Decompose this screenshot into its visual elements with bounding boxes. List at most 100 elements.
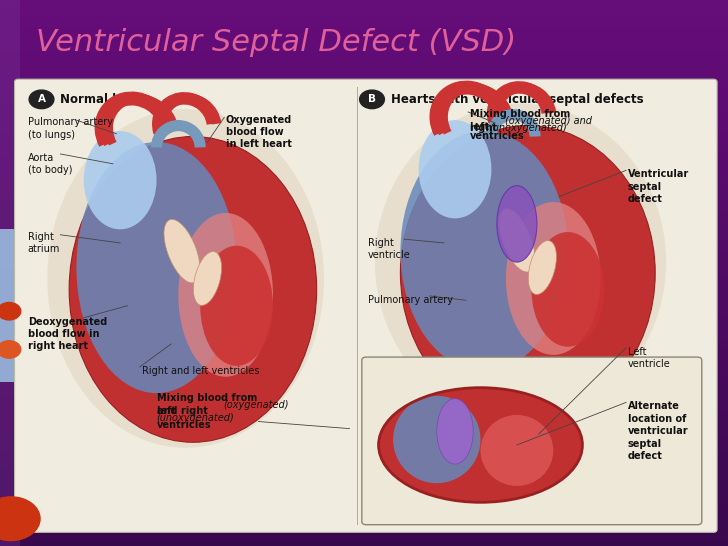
Bar: [0, 358, 728, 360]
Text: and right: and right: [157, 406, 207, 416]
Circle shape: [29, 90, 54, 109]
Bar: [0, 63, 728, 66]
Bar: [0, 450, 728, 453]
Text: ventricles: ventricles: [470, 131, 524, 141]
Ellipse shape: [200, 246, 273, 366]
Ellipse shape: [69, 136, 317, 442]
Bar: [0, 278, 728, 281]
Bar: [0, 366, 728, 369]
Bar: [0, 87, 728, 90]
Bar: [0, 251, 728, 254]
Bar: [0, 423, 728, 426]
Text: (unoxygenated): (unoxygenated): [489, 123, 567, 133]
Bar: [0, 49, 728, 52]
Bar: [0, 352, 728, 355]
Bar: [0, 55, 728, 57]
Bar: [0, 478, 728, 480]
Bar: [0, 5, 728, 8]
Ellipse shape: [529, 241, 556, 294]
Bar: [0, 85, 728, 87]
Bar: [0, 131, 728, 134]
Bar: [0, 347, 728, 349]
Bar: [0, 8, 728, 11]
Bar: [0, 390, 728, 393]
Ellipse shape: [480, 415, 553, 486]
Bar: [0, 426, 728, 429]
Text: (oxygenated): (oxygenated): [223, 400, 288, 410]
Bar: [0, 106, 728, 109]
Bar: [0, 246, 728, 248]
Bar: [0, 530, 728, 532]
Bar: [0, 306, 728, 308]
Bar: [0, 3, 728, 5]
Bar: [0, 270, 728, 273]
Bar: [0, 104, 728, 106]
Bar: [0, 142, 728, 145]
Ellipse shape: [178, 213, 273, 377]
Bar: [0, 341, 728, 344]
Bar: [0, 407, 728, 410]
Text: Pulmonary artery: Pulmonary artery: [368, 295, 453, 305]
Text: Deoxygenated
blood flow in
right heart: Deoxygenated blood flow in right heart: [28, 317, 107, 352]
Bar: [0, 128, 728, 131]
Circle shape: [0, 341, 20, 358]
Bar: [0, 500, 728, 502]
Bar: [0, 524, 728, 527]
Bar: [0, 109, 728, 112]
Bar: [0, 257, 728, 259]
Bar: [0, 339, 728, 341]
Bar: [0, 429, 728, 431]
Ellipse shape: [531, 232, 604, 347]
Bar: [0, 505, 728, 508]
Bar: [0, 420, 728, 423]
Bar: [0, 240, 728, 243]
Bar: [0, 393, 728, 396]
Bar: [0, 262, 728, 265]
Bar: [0, 442, 728, 445]
Bar: [0, 235, 728, 238]
Bar: [0, 472, 728, 475]
Bar: [0, 308, 728, 311]
Bar: [0, 448, 728, 450]
Bar: [0, 227, 728, 229]
Bar: [0, 445, 728, 448]
FancyBboxPatch shape: [15, 79, 717, 532]
Bar: [0, 374, 728, 377]
Bar: [0, 150, 728, 153]
Bar: [0, 134, 728, 136]
Ellipse shape: [437, 399, 473, 464]
Bar: [0, 541, 728, 543]
Bar: [0, 453, 728, 456]
Ellipse shape: [164, 219, 200, 283]
Bar: [0, 183, 728, 186]
Bar: [0, 519, 728, 521]
Bar: [0, 396, 728, 399]
Bar: [0, 145, 728, 147]
Bar: [0, 232, 728, 235]
Bar: [0, 66, 728, 68]
Bar: [0, 117, 728, 120]
Bar: [0, 461, 728, 464]
Ellipse shape: [506, 202, 601, 355]
Bar: [0, 16, 728, 19]
Bar: [0, 319, 728, 322]
Bar: [0, 191, 728, 194]
Text: Ventricular Septal Defect (VSD): Ventricular Septal Defect (VSD): [36, 28, 517, 57]
Bar: [0, 281, 728, 284]
Bar: [0, 172, 728, 175]
Bar: [0, 489, 728, 491]
Ellipse shape: [84, 131, 157, 229]
Bar: [0, 197, 728, 199]
Bar: [0, 527, 728, 530]
Text: right: right: [470, 123, 500, 133]
Ellipse shape: [375, 104, 666, 420]
Bar: [0, 207, 728, 210]
Bar: [0, 475, 728, 478]
Bar: [0, 221, 728, 224]
Bar: [0, 434, 728, 437]
Bar: [0, 46, 728, 49]
Bar: [0, 229, 728, 232]
Bar: [0, 303, 728, 306]
Bar: [0, 161, 728, 164]
Bar: [0, 330, 728, 333]
